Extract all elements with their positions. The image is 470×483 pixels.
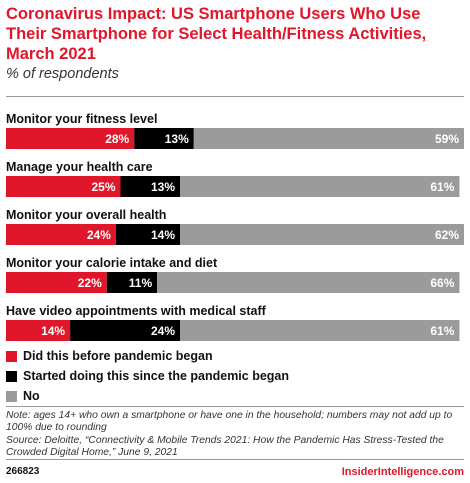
header-divider	[6, 96, 464, 97]
legend-item-since: Started doing this since the pandemic be…	[6, 366, 289, 386]
chart-title: Coronavirus Impact: US Smartphone Users …	[6, 5, 427, 63]
bar-segment-no	[180, 176, 460, 197]
data-label-since: 13%	[151, 180, 175, 194]
footer-divider	[6, 459, 464, 460]
data-label-no: 59%	[435, 132, 459, 146]
stacked-bar-chart: Monitor your fitness level 28% 13% 59% Manag…	[6, 112, 465, 341]
legend-label-no: No	[23, 389, 40, 403]
data-label-since: 24%	[151, 324, 175, 338]
data-label-since: 14%	[151, 228, 175, 242]
bar-segment-before	[6, 128, 135, 149]
notes-divider	[6, 406, 464, 407]
legend-swatch-since	[6, 370, 17, 382]
data-label-no: 61%	[430, 324, 454, 338]
legend: Did this before pandemic began Started d…	[6, 346, 289, 406]
data-label-before: 24%	[87, 228, 111, 242]
bar-segment-no	[193, 128, 464, 149]
data-label-since: 11%	[129, 276, 153, 290]
note-text: Note: ages 14+ who own a smartphone or h…	[6, 410, 453, 434]
legend-label-since: Started doing this since the pandemic be…	[23, 369, 290, 383]
bar-segment-before	[6, 272, 107, 293]
notes: Note: ages 14+ who own a smartphone or h…	[6, 410, 464, 459]
category-label: Monitor your fitness level	[6, 112, 157, 126]
brand-logo: InsiderIntelligence.com	[341, 466, 464, 478]
legend-item-no: No	[6, 386, 289, 406]
category-label: Have video appointments with medical sta…	[6, 304, 267, 318]
chart-id: 266823	[6, 466, 40, 477]
bar-segment-no	[180, 320, 460, 341]
data-label-before: 22%	[78, 276, 102, 290]
bar-segment-since	[134, 128, 194, 149]
bar-segment-before	[6, 224, 116, 245]
category-label: Monitor your calorie intake and diet	[6, 256, 218, 270]
bar-segment-no	[180, 224, 465, 245]
data-label-before: 25%	[91, 180, 115, 194]
data-label-before: 28%	[105, 132, 129, 146]
bar-segment-since	[115, 224, 181, 245]
source-text: Source: Deloitte, “Connectivity & Mobile…	[6, 434, 444, 458]
category-label: Monitor your overall health	[6, 208, 166, 222]
bar-segment-since	[70, 320, 181, 341]
legend-swatch-no	[6, 390, 17, 402]
legend-swatch-before	[6, 350, 17, 362]
data-label-no: 61%	[430, 180, 454, 194]
bar-segment-since	[106, 272, 158, 293]
category-label: Manage your health care	[6, 160, 153, 174]
chart-subtitle: % of respondents	[6, 66, 119, 82]
legend-item-before: Did this before pandemic began	[6, 346, 289, 366]
legend-label-before: Did this before pandemic began	[23, 349, 213, 363]
bar-segment-no	[157, 272, 460, 293]
bar-segment-since	[120, 176, 181, 197]
data-label-since: 13%	[165, 132, 189, 146]
data-label-no: 62%	[435, 228, 459, 242]
bar-segment-before	[6, 320, 71, 341]
bar-segment-before	[6, 176, 121, 197]
data-label-before: 14%	[41, 324, 65, 338]
data-label-no: 66%	[430, 276, 454, 290]
